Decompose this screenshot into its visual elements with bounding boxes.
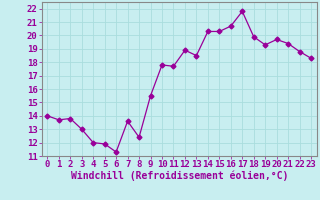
X-axis label: Windchill (Refroidissement éolien,°C): Windchill (Refroidissement éolien,°C) xyxy=(70,171,288,181)
